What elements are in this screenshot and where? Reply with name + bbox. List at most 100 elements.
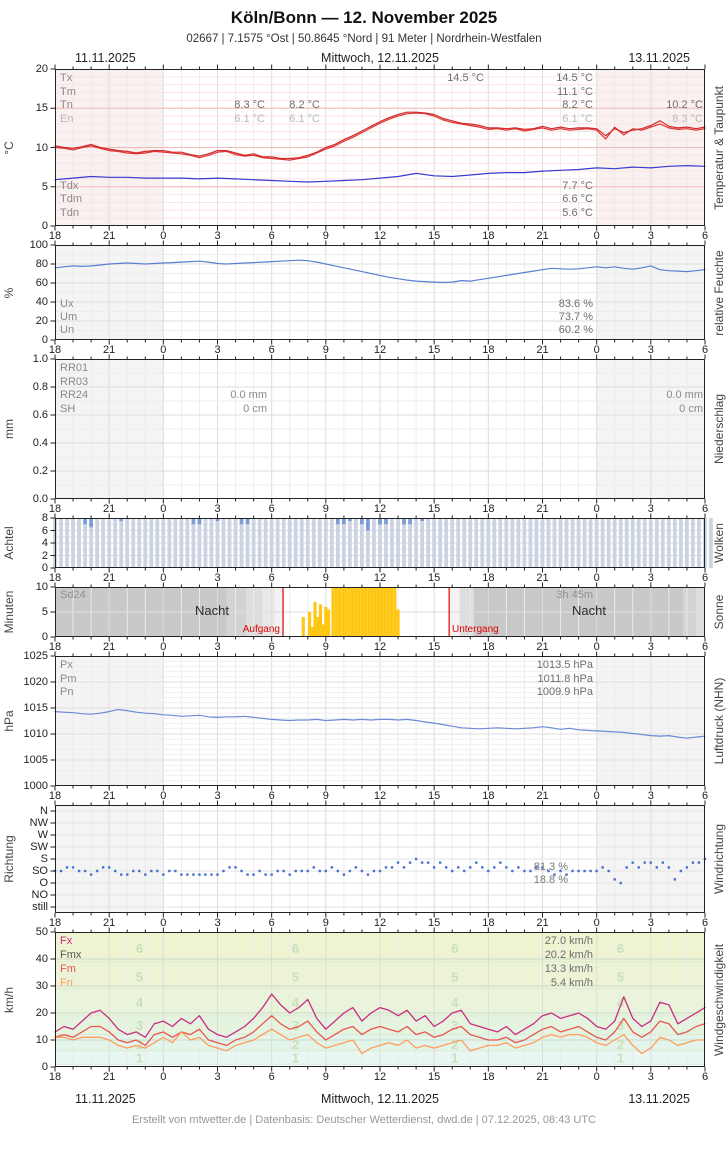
svg-text:5: 5 xyxy=(451,970,458,985)
tn-col2: 8.2 °C xyxy=(289,99,320,111)
legend-um: Um xyxy=(60,311,78,323)
x-tick-label: 18 xyxy=(48,917,62,929)
x-tick-label: 9 xyxy=(322,503,329,515)
fm-value: 13.3 km/h xyxy=(544,963,593,975)
x-tick-label: 3 xyxy=(214,641,221,653)
x-tick-label: 0 xyxy=(160,572,167,584)
y-tick-label: 6 xyxy=(41,524,48,537)
x-tick-label: 0 xyxy=(160,344,167,356)
y-tick-label: 1005 xyxy=(23,754,48,766)
x-tick-label: 3 xyxy=(214,230,221,242)
date-row-top: 11.11.2025 Mittwoch, 12.11.2025 13.11.20… xyxy=(0,49,728,69)
right-caption-sunshine: Sonne xyxy=(712,594,726,630)
y-tick-label: 0.8 xyxy=(32,381,48,393)
x-tick-label: 0 xyxy=(160,1071,167,1083)
en-next-day: 8.3 °C xyxy=(672,113,703,125)
panel-wind-direction: Richtung N NW W SW S SO O NO still 81.3 % 18.8 % … xyxy=(0,800,728,918)
x-tick-label: 18 xyxy=(482,344,495,356)
y-tick-label: 0.2 xyxy=(32,465,48,477)
x-tick-label: 0 xyxy=(160,790,167,802)
y-tick-label: 20 xyxy=(35,315,48,327)
so-percentage: 81.3 % xyxy=(533,861,568,873)
x-tick-label: 0 xyxy=(593,641,600,653)
tdn-value: 5.6 °C xyxy=(562,207,593,219)
o-percentage: 18.8 % xyxy=(533,874,568,886)
x-tick-label: 21 xyxy=(536,790,549,802)
svg-text:6: 6 xyxy=(617,941,624,956)
x-tick-label: 0 xyxy=(593,1071,600,1083)
x-tick-label: 12 xyxy=(373,790,387,802)
fmx-value: 20.2 km/h xyxy=(544,949,593,961)
legend-tdx: Tdx xyxy=(60,180,79,192)
legend-fx: Fx xyxy=(60,935,73,947)
en-col2: 6.1 °C xyxy=(289,113,320,125)
page-title: Köln/Bonn — 12. November 2025 xyxy=(230,8,498,27)
x-tick-label: 12 xyxy=(373,1071,387,1083)
x-axis-clouds: 18 21 0 3 6 9 12 15 18 21 0 3 6 xyxy=(0,568,728,587)
y-tick-label: 0 xyxy=(41,562,48,574)
y-tick-label: 80 xyxy=(35,258,48,270)
svg-text:4: 4 xyxy=(292,995,300,1010)
sunshine-chart: Sd24 3h 45m Nacht Nacht Aufgang Untergang xyxy=(50,582,706,642)
y-tick-label: 0.0 xyxy=(32,493,48,505)
x-tick-label: 6 xyxy=(701,790,709,802)
en-value: 6.1 °C xyxy=(562,113,593,125)
x-tick-label: 6 xyxy=(268,503,275,515)
x-tick-label: 15 xyxy=(428,790,441,802)
x-tick-label: 15 xyxy=(428,230,441,242)
x-axis-wind-speed: 18 21 0 3 6 9 12 15 18 21 0 3 6 xyxy=(0,1067,728,1086)
y-tick-label: still xyxy=(32,901,48,913)
x-tick-label: 15 xyxy=(428,917,441,929)
x-axis-temperature: 18 21 0 3 6 9 12 15 18 21 0 3 6 xyxy=(0,226,728,245)
x-tick-label: 15 xyxy=(428,641,441,653)
x-tick-label: 21 xyxy=(103,641,116,653)
x-tick-label: 12 xyxy=(373,503,387,515)
x-tick-label: 21 xyxy=(103,1071,116,1083)
legend-tdm: Tdm xyxy=(60,193,82,205)
px-value: 1013.5 hPa xyxy=(536,659,593,671)
x-tick-label: 3 xyxy=(214,790,221,802)
x-tick-label: 0 xyxy=(160,641,167,653)
svg-text:5: 5 xyxy=(136,970,143,985)
x-tick-label: 9 xyxy=(322,917,329,929)
x-tick-label: 6 xyxy=(268,641,275,653)
rr24-prev-day: 0.0 mm xyxy=(230,389,267,401)
x-tick-label: 3 xyxy=(647,344,654,356)
x-tick-label: 3 xyxy=(647,230,654,242)
y-tick-label: 1015 xyxy=(23,702,48,714)
sunshine-total: 3h 45m xyxy=(556,589,593,601)
date-prev-day: 11.11.2025 xyxy=(75,1092,136,1106)
x-axis-humidity: 18 21 0 3 6 9 12 15 18 21 0 3 6 xyxy=(0,340,728,359)
x-tick-label: 12 xyxy=(373,641,387,653)
x-tick-label: 6 xyxy=(701,1071,709,1083)
x-tick-label: 6 xyxy=(268,917,275,929)
x-tick-label: 18 xyxy=(482,790,495,802)
x-tick-label: 18 xyxy=(482,230,495,242)
rr24-value: 0.0 mm xyxy=(666,389,703,401)
x-tick-label: 18 xyxy=(48,641,62,653)
legend-tm: Tm xyxy=(60,86,76,98)
x-tick-label: 0 xyxy=(593,230,600,242)
x-tick-label: 12 xyxy=(373,917,387,929)
y-tick-label: 1000 xyxy=(23,780,48,792)
y-tick-label: 40 xyxy=(35,953,48,965)
x-tick-label: 18 xyxy=(482,1071,495,1083)
x-tick-label: 6 xyxy=(268,344,275,356)
pn-value: 1009.9 hPa xyxy=(536,686,593,698)
x-tick-label: 0 xyxy=(593,572,600,584)
x-tick-label: 9 xyxy=(322,230,329,242)
y-tick-label: 10 xyxy=(35,581,48,593)
x-tick-label: 3 xyxy=(214,1071,221,1083)
y-tick-label: N xyxy=(40,805,48,817)
x-tick-label: 18 xyxy=(48,1071,62,1083)
legend-rr24: RR24 xyxy=(60,389,89,401)
x-tick-label: 6 xyxy=(268,572,275,584)
panel-humidity: % 0 20 40 60 80 100 Ux Um Un 83.6 % 73.7 % 60.2 % … xyxy=(0,239,728,346)
legend-tn: Tn xyxy=(60,99,73,111)
x-tick-label: 12 xyxy=(373,572,387,584)
y-tick-label: 0 xyxy=(41,631,48,643)
x-tick-label: 0 xyxy=(593,917,600,929)
